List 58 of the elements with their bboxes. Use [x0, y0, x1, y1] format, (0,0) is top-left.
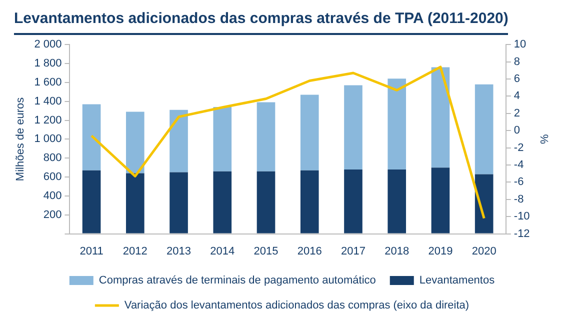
bar: [170, 172, 188, 234]
x-tick-label: 2011: [80, 245, 104, 258]
y-tick-label: 1 800: [34, 58, 62, 70]
y2-tick-label: 2: [514, 107, 520, 120]
y-tick-label: 2 000: [34, 38, 62, 51]
legend-label: Variação dos levantamentos adicionados das compras (eixo da direita): [124, 300, 470, 312]
y-tick-label: 1 600: [34, 76, 62, 88]
y2-tick-label: -8: [514, 193, 524, 206]
x-tick-label: 2019: [428, 245, 453, 258]
y2-tick-label: 10: [514, 38, 526, 51]
bar: [300, 170, 319, 234]
x-tick-label: 2018: [384, 245, 410, 258]
x-tick-label: 2012: [122, 245, 148, 258]
bar: [431, 168, 450, 234]
bar: [82, 104, 101, 170]
x-tick-label: 2014: [210, 245, 235, 258]
bar: [388, 78, 406, 170]
y2-tick-label: 6: [514, 73, 520, 86]
y-tick-label: 200: [43, 208, 62, 221]
chart-title: Levantamentos adicionados das compras através de TPA (2011-2020): [14, 10, 508, 35]
legend-label: Compras através de terminais de pagamento automático: [98, 274, 376, 287]
bar: [300, 94, 319, 170]
bar: [82, 170, 101, 234]
legend-label: Levantamentos: [419, 274, 496, 287]
y-tick-label: 800: [43, 152, 62, 164]
bar: [431, 67, 450, 168]
bar: [213, 171, 232, 234]
bar: [344, 85, 362, 170]
bar: [474, 84, 494, 174]
y-tick-label: 1 200: [34, 114, 62, 126]
bar: [256, 102, 276, 172]
y2-tick-label: 0: [514, 124, 520, 137]
y2-tick-label: -2: [514, 142, 524, 154]
y2-tick-label: 4: [514, 90, 520, 102]
bar: [213, 107, 232, 172]
x-tick-label: 2013: [166, 245, 192, 258]
bar: [256, 171, 276, 234]
y2-tick-label: 8: [514, 56, 520, 68]
bar: [126, 112, 144, 174]
bar: [344, 169, 362, 234]
y-tick-label: 400: [43, 190, 62, 202]
x-tick-label: 2015: [254, 245, 278, 258]
bar: [170, 110, 188, 172]
y2-tick-label: -10: [514, 210, 530, 223]
x-tick-label: 2016: [297, 245, 322, 258]
bar: [474, 174, 494, 234]
bar: [388, 169, 406, 234]
y-axis-title: Milhões de euros: [14, 96, 27, 182]
y2-axis-title: %: [537, 134, 550, 144]
y2-tick-label: -4: [514, 159, 524, 172]
x-tick-label: 2020: [472, 245, 496, 258]
x-tick-label: 2017: [341, 245, 366, 258]
y-tick-label: 600: [43, 171, 62, 184]
bar: [126, 173, 144, 234]
y-tick-label: 1 000: [34, 133, 62, 146]
y2-tick-label: -6: [514, 176, 524, 188]
y2-tick-label: -12: [514, 228, 530, 240]
y-tick-label: 1 400: [34, 95, 62, 108]
